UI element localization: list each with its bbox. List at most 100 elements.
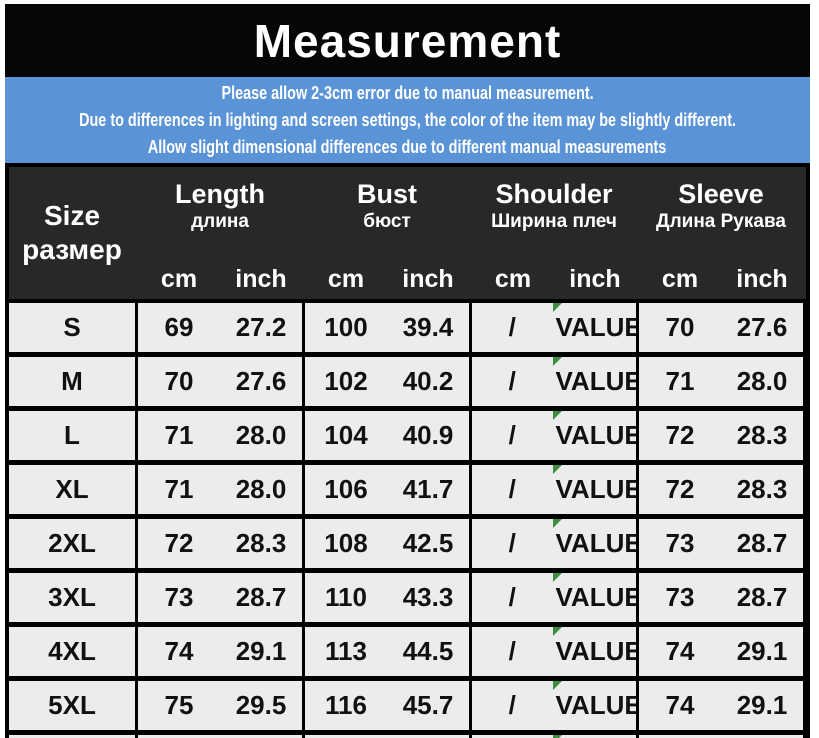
shoulder-cm-value: / [508, 420, 516, 450]
size-cell: 5XL [9, 681, 135, 730]
shoulder-cm-value: / [508, 474, 516, 504]
table-row: L 71 28.0 104 40.9 / VALUE 72 28.3 [9, 411, 806, 460]
size-cell: XL [9, 465, 135, 514]
length-cm-value: 71 [164, 420, 194, 450]
shoulder-inch-value: VALUE [552, 303, 637, 352]
table-row: S 69 27.2 100 39.4 / VALUE 70 27.6 [9, 303, 806, 352]
notice-text-3: Allow slight dimensional differences due… [148, 136, 667, 157]
length-cell: 71 28.0 [138, 411, 302, 460]
length-column-header: Length длина cm inch [138, 167, 302, 299]
length-cell: 69 27.2 [138, 303, 302, 352]
table-header: Size размер Length длина cm inch Bust бю… [9, 167, 806, 299]
sleeve-cell: 70 27.6 [639, 303, 803, 352]
size-cell: M [9, 357, 135, 406]
size-cell: 2XL [9, 519, 135, 568]
length-inch-value: 28.3 [235, 528, 287, 558]
shoulder-inch-text: VALUE [555, 636, 637, 666]
length-cell: 75 29.5 [138, 681, 302, 730]
sleeve-inch-value: 27.6 [736, 312, 788, 342]
sleeve-cell: 71 28.0 [639, 357, 803, 406]
shoulder-inch-text: VALUE [555, 690, 637, 720]
shoulder-inch-value: VALUE [552, 519, 636, 568]
length-cm-value: 74 [164, 636, 194, 666]
length-header-ru: длина [191, 211, 249, 232]
sleeve-cm-value: 74 [665, 690, 695, 720]
notice-banner: Please allow 2-3cm error due to manual m… [5, 77, 810, 163]
shoulder-inch-text: VALUE [555, 474, 637, 504]
error-triangle-icon [552, 357, 562, 366]
measurement-table: Size размер Length длина cm inch Bust бю… [5, 163, 810, 738]
sleeve-cell: 74 29.1 [639, 627, 803, 676]
table-row-partial [9, 735, 806, 738]
table-row: XL 71 28.0 106 41.7 / VALUE 72 28.3 [9, 465, 806, 514]
shoulder-inch-text: VALUE [555, 420, 637, 450]
shoulder-units: cm inch [472, 265, 636, 299]
shoulder-column-header: Shoulder Ширина плеч cm inch [472, 167, 636, 299]
sleeve-inch-value: 28.0 [736, 366, 788, 396]
sleeve-unit-inch: inch [736, 265, 788, 293]
table-row: 3XL 73 28.7 110 43.3 / VALUE 73 28.7 [9, 573, 806, 622]
length-cm-value: 71 [164, 474, 194, 504]
bust-cell: 116 45.7 [305, 681, 469, 730]
shoulder-header-ru: Ширина плеч [491, 211, 617, 232]
sleeve-column-header: Sleeve Длина Рукава cm inch [639, 167, 803, 299]
shoulder-inch-text: VALUE [555, 366, 637, 396]
shoulder-unit-inch: inch [569, 265, 621, 293]
shoulder-cell: / VALUE [472, 465, 636, 514]
sleeve-cell: 74 29.1 [639, 681, 803, 730]
table-row: 2XL 72 28.3 108 42.5 / VALUE 73 28.7 [9, 519, 806, 568]
sleeve-inch-value: 28.3 [736, 474, 788, 504]
bust-cm-value: 113 [325, 636, 367, 666]
bust-inch-value: 40.2 [402, 366, 454, 396]
shoulder-inch-value: VALUE [552, 627, 637, 676]
sleeve-cm-value: 74 [665, 636, 695, 666]
size-cell: S [9, 303, 135, 352]
shoulder-inch-value [552, 735, 637, 738]
page-title: Measurement [253, 14, 562, 67]
size-cell: 3XL [9, 573, 135, 622]
sleeve-inch-value: 28.7 [736, 528, 788, 558]
notice-text-2: Due to differences in lighting and scree… [79, 109, 736, 130]
error-triangle-icon [552, 627, 562, 636]
title-banner: Measurement [5, 4, 810, 77]
table-row: 4XL 74 29.1 113 44.5 / VALUE 74 29.1 [9, 627, 806, 676]
shoulder-cell: / VALUE [472, 303, 636, 352]
sleeve-inch-value: 29.1 [736, 636, 788, 666]
shoulder-cell: / VALUE [472, 627, 636, 676]
sleeve-header-ru: Длина Рукава [656, 211, 786, 232]
bust-unit-inch: inch [402, 265, 454, 293]
length-cm-value: 70 [164, 366, 194, 396]
sleeve-inch-value: 28.7 [736, 582, 788, 612]
sleeve-cell [639, 735, 803, 738]
length-cm-value: 73 [164, 582, 194, 612]
length-cell: 73 28.7 [138, 573, 302, 622]
shoulder-cm-value: / [508, 582, 516, 612]
bust-inch-value: 42.5 [402, 528, 454, 558]
bust-cm-value: 104 [324, 420, 368, 450]
length-cell [138, 735, 302, 738]
shoulder-cm-value: / [508, 636, 516, 666]
bust-cell: 108 42.5 [305, 519, 469, 568]
shoulder-inch-value: VALUE [552, 411, 637, 460]
length-header-en: Length [175, 179, 265, 209]
length-inch-value: 28.0 [235, 420, 287, 450]
shoulder-inch-text: VALUE [555, 312, 637, 342]
length-cm-value: 69 [164, 312, 194, 342]
length-inch-value: 29.5 [235, 690, 287, 720]
length-inch-value: 27.6 [235, 366, 287, 396]
bust-inch-value: 45.7 [402, 690, 454, 720]
shoulder-cell: / VALUE [472, 411, 636, 460]
sleeve-cm-value: 73 [665, 582, 695, 612]
sleeve-inch-value: 28.3 [736, 420, 788, 450]
notice-line-1: Please allow 2-3cm error due to manual m… [5, 80, 810, 107]
bust-cell: 100 39.4 [305, 303, 469, 352]
bust-cell [305, 735, 469, 738]
bust-header-ru: бюст [363, 211, 411, 232]
bust-unit-cm: cm [327, 265, 365, 293]
sleeve-cm-value: 72 [665, 474, 695, 504]
length-inch-value: 28.0 [235, 474, 287, 504]
size-header-ru: размер [22, 234, 122, 265]
bust-column-header: Bust бюст cm inch [305, 167, 469, 299]
shoulder-inch-text: VALUE [555, 582, 637, 612]
bust-inch-value: 43.3 [402, 582, 454, 612]
